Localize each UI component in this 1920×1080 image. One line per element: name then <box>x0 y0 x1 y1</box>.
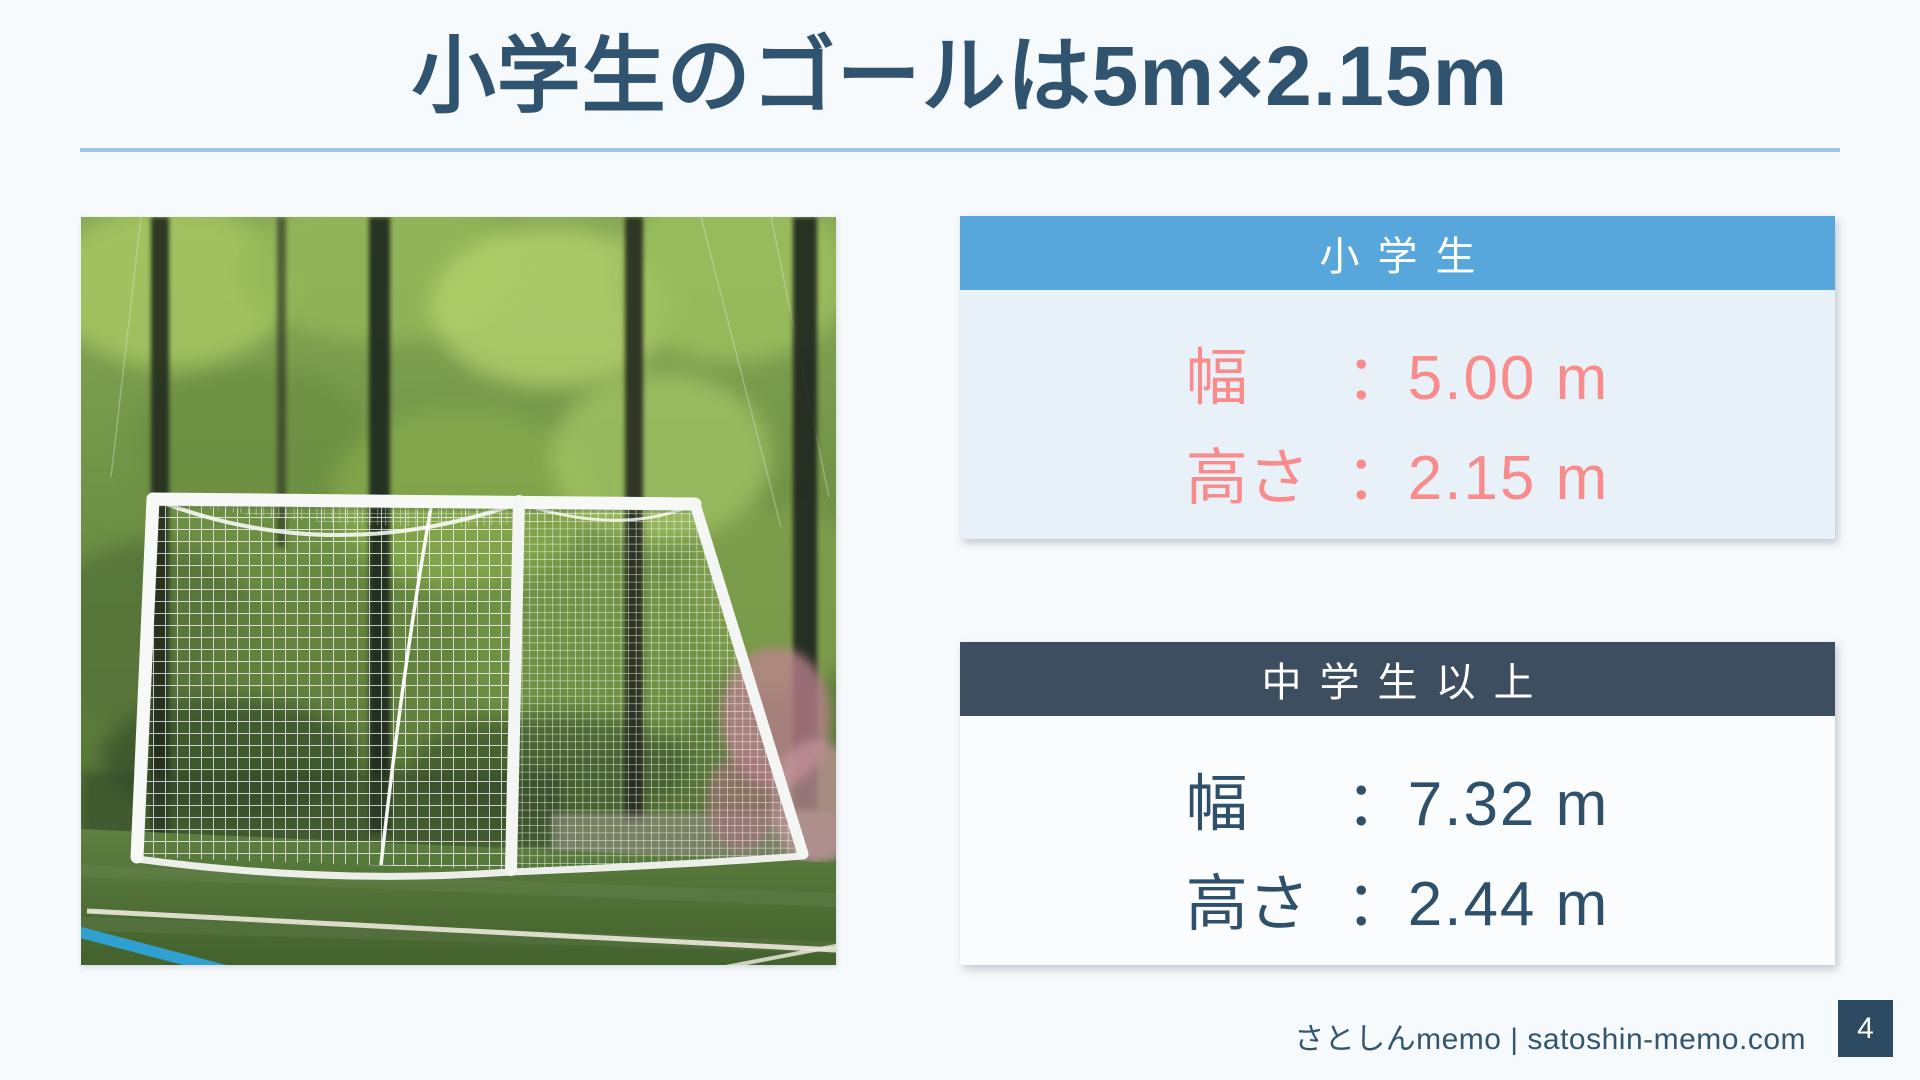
footer-credit: さとしんmemo | satoshin-memo.com <box>1294 1023 1806 1056</box>
dimension-value: 7.32 m <box>1407 770 1610 839</box>
dimension-label: 幅 <box>1185 770 1248 839</box>
card-elementary-body: 幅 ： 5.00 m 高さ ： 2.15 m <box>960 290 1835 539</box>
goal-frame <box>130 492 809 876</box>
field-line-blue <box>81 926 227 965</box>
dimension-colon: ： <box>1345 344 1408 413</box>
card-elementary-header: 小学生 <box>960 216 1835 290</box>
title-underline <box>80 148 1840 152</box>
card-junior-high-body: 幅 ： 7.32 m 高さ ： 2.44 m <box>960 716 1835 965</box>
card-junior-high-header: 中学生以上 <box>960 642 1835 716</box>
dimension-colon: ： <box>1345 770 1408 839</box>
card-junior-high-and-above: 中学生以上 幅 ： 7.32 m 高さ ： 2.44 m <box>960 642 1835 965</box>
dimension-colon: ： <box>1345 444 1408 513</box>
dimension-label: 高さ <box>1185 444 1310 513</box>
goal-net <box>136 497 804 880</box>
field-line-white <box>86 908 836 953</box>
dimension-value: 5.00 m <box>1407 344 1610 413</box>
dimension-colon: ： <box>1345 870 1408 939</box>
dimension-label: 高さ <box>1185 870 1310 939</box>
soccer-goal-photo <box>81 217 836 965</box>
dimension-row-height: 高さ ： 2.44 m <box>1186 874 1610 936</box>
card-elementary: 小学生 幅 ： 5.00 m 高さ ： 2.15 m <box>960 216 1835 539</box>
dimension-row-width: 幅 ： 5.00 m <box>1186 348 1610 410</box>
page-title: 小学生のゴールは5m×2.15m <box>411 29 1509 123</box>
dimension-row-height: 高さ ： 2.15 m <box>1186 448 1610 510</box>
dimension-value: 2.44 m <box>1407 870 1610 939</box>
soccer-goal-illustration <box>81 217 836 965</box>
dimension-row-width: 幅 ： 7.32 m <box>1186 774 1610 836</box>
dimension-value: 2.15 m <box>1407 444 1610 513</box>
page-number-badge: 4 <box>1838 1000 1893 1057</box>
dimension-label: 幅 <box>1185 344 1248 413</box>
